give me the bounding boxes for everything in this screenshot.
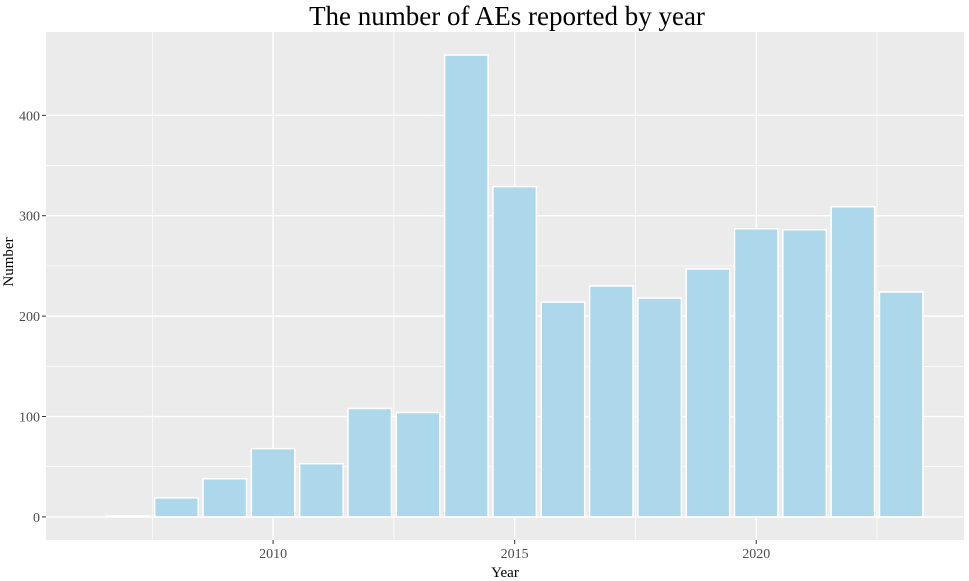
bar-2020 bbox=[733, 228, 779, 518]
x-tick-label: 2020 bbox=[742, 547, 770, 562]
y-tick-label: 0 bbox=[33, 511, 40, 526]
bar-2014 bbox=[443, 54, 489, 518]
bar-2023 bbox=[878, 291, 924, 518]
y-axis-label: Number bbox=[1, 237, 17, 286]
bar-2017 bbox=[588, 285, 634, 518]
x-axis-label: Year bbox=[491, 565, 519, 581]
bar-2011 bbox=[298, 462, 344, 518]
y-axis: 0 100 200 300 400 bbox=[19, 109, 46, 526]
bar-2008 bbox=[153, 497, 199, 518]
y-tick-label: 400 bbox=[19, 109, 40, 124]
x-axis: 2010 2015 2020 bbox=[259, 540, 770, 562]
bar-2010 bbox=[250, 447, 296, 518]
bar-2007 bbox=[105, 515, 151, 518]
bar-2021 bbox=[782, 229, 828, 518]
x-tick-label: 2015 bbox=[501, 547, 529, 562]
bar-2009 bbox=[202, 478, 248, 518]
bar-2015 bbox=[492, 185, 538, 518]
bar-2013 bbox=[395, 411, 441, 518]
bar-2012 bbox=[347, 407, 393, 518]
bars bbox=[105, 54, 924, 518]
bar-2018 bbox=[637, 297, 683, 518]
y-tick-label: 300 bbox=[19, 210, 40, 225]
y-tick-label: 100 bbox=[19, 411, 40, 426]
bar-2016 bbox=[540, 301, 586, 518]
y-tick-label: 200 bbox=[19, 310, 40, 325]
bar-2019 bbox=[685, 268, 731, 518]
x-tick-label: 2010 bbox=[259, 547, 287, 562]
bar-2022 bbox=[830, 205, 876, 518]
chart-title: The number of AEs reported by year bbox=[309, 1, 705, 31]
